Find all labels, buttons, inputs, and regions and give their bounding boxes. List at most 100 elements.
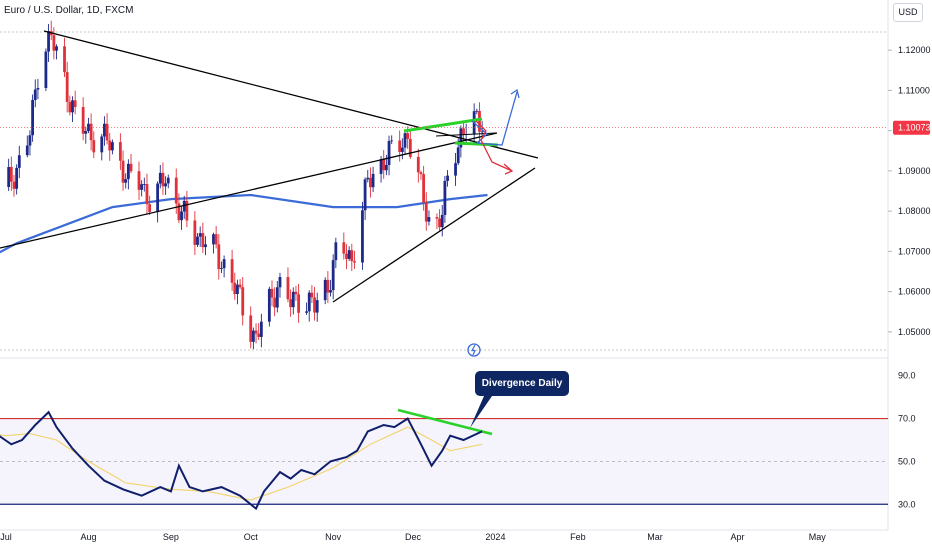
drawings [0,30,539,436]
candle [342,232,346,260]
candle [424,192,428,231]
candle [73,90,77,115]
candle [180,206,183,230]
candle [403,129,407,155]
candle [166,174,170,189]
candle [347,246,351,261]
candle [408,128,412,160]
currency-label[interactable]: USD [893,3,923,22]
candle [196,233,199,247]
price-tick-label: 1.06000 [888,287,931,297]
divergence-rsi-line[interactable] [397,408,493,436]
candle [291,287,295,315]
svg-text:1.12000: 1.12000 [898,45,931,55]
candle [267,286,271,327]
candle [419,170,423,180]
candle [108,132,112,161]
candle [475,108,479,115]
candle [361,201,364,270]
lightning-icon[interactable] [467,343,481,357]
time-tick-label: Mar [647,532,663,542]
rsi-tick-label: 70.0 [898,414,916,424]
candle [315,292,319,322]
rsi-tick-label: 50.0 [898,456,916,466]
candle [230,249,234,291]
time-tick-label: Oct [244,532,259,542]
candle [270,280,274,307]
price-axis[interactable]: 1.120001.110001.100001.090001.080001.070… [888,45,931,337]
svg-text:1.05000: 1.05000 [898,327,931,337]
price-tick-label: 1.07000 [888,246,931,256]
time-tick-label: Aug [80,532,96,542]
svg-text:Nov: Nov [325,532,342,542]
candle [286,267,290,303]
candle [145,173,149,214]
divergence-price-line[interactable] [403,117,483,133]
candle [238,279,242,290]
trendline-descending[interactable] [43,30,539,159]
candles [7,20,484,350]
svg-text:Aug: Aug [80,532,96,542]
time-tick-label: Feb [570,532,586,542]
candle [233,272,237,300]
svg-text:1.09000: 1.09000 [898,166,931,176]
candle [257,323,261,340]
candle [236,279,239,305]
svg-text:Mar: Mar [647,532,663,542]
svg-text:30.0: 30.0 [898,499,916,509]
candle [251,327,255,350]
candle [17,145,21,179]
candle [33,79,37,108]
last-price-box [893,120,930,135]
time-tick-label: Nov [325,532,342,542]
candle [422,165,426,211]
candle [124,173,128,189]
candle [371,166,375,193]
candle [65,61,69,113]
svg-text:2024: 2024 [485,532,505,542]
candle [212,232,215,254]
time-axis[interactable]: Jul Aug Sep Oct Nov Dec 2024 Feb Mar Apr May [0,532,826,542]
candle [435,213,439,230]
candle [84,126,88,144]
candle [92,131,96,159]
candle [416,148,420,183]
time-tick-label: Dec [405,532,422,542]
trendline-support[interactable] [332,167,536,303]
candle [129,154,133,174]
candle [440,204,444,237]
svg-text:Jul: Jul [0,532,12,542]
candle [345,244,348,270]
candle [15,164,19,195]
candle [353,250,356,270]
candle [121,150,125,191]
candle [126,159,130,190]
candle [369,167,372,198]
candle [334,237,338,269]
rsi-axis[interactable]: 90.0 70.0 50.0 30.0 [898,371,916,510]
bearish-projection-arrow[interactable] [475,120,514,175]
candle [329,279,332,297]
trendline-ascending[interactable] [0,132,498,249]
divergence-callout: Divergence Daily [475,371,569,396]
chart-title: Euro / U.S. Dollar, 1D, FXCM [4,5,133,16]
candle [118,133,122,170]
candle [438,209,441,232]
candle [275,281,279,313]
price-tick-label: 1.12000 [888,45,931,55]
candle [382,150,386,179]
candle [47,23,50,62]
price-tick-label: 1.11000 [888,85,930,95]
candle [363,177,367,220]
rsi-tick-label: 90.0 [898,371,916,381]
bullish-projection-arrow[interactable] [471,88,520,146]
last-price-badge: 1.10073 [0,120,931,135]
candle [323,277,327,305]
svg-text:Oct: Oct [244,532,259,542]
candle [443,175,447,223]
candle [214,225,218,249]
candle [307,290,311,322]
candle [193,211,197,255]
candle [198,226,202,247]
